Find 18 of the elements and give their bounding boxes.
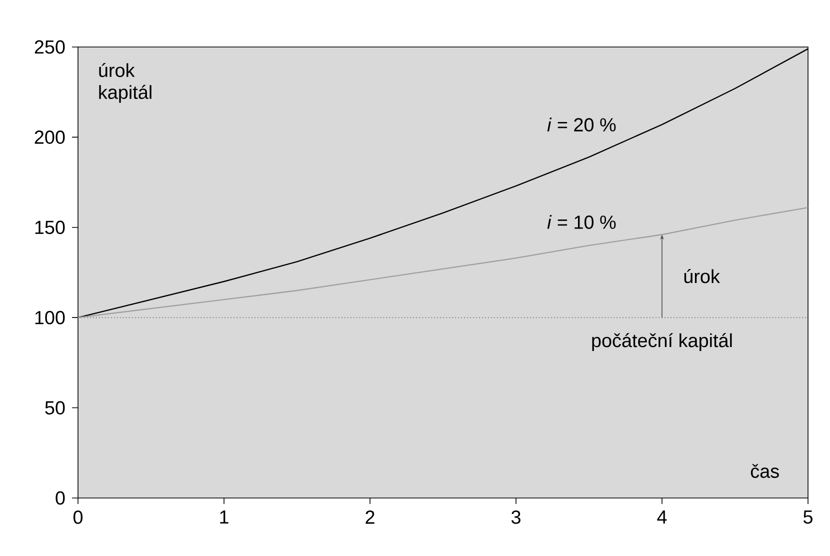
y-tick-label: 150 <box>35 220 65 234</box>
y-tick-label: 100 <box>35 310 65 324</box>
y-tick-label: 50 <box>45 401 65 414</box>
x-tick-label: 0 <box>73 510 83 524</box>
annotation: úrok <box>684 269 720 284</box>
x-tick-label: 1 <box>220 510 228 524</box>
x-tick-label: 3 <box>511 510 520 524</box>
ref-line-label: počáteční kapitál <box>592 333 732 351</box>
x-tick-label: 4 <box>657 510 667 524</box>
series-label: i = 20 % <box>547 118 616 132</box>
x-axis-title: čas <box>750 464 779 478</box>
y-tick-label: 200 <box>34 130 65 144</box>
x-tick-label: 5 <box>803 510 812 524</box>
x-tick-label: 2 <box>366 510 374 524</box>
y-tick-label: 0 <box>56 491 65 505</box>
y-tick-label: 250 <box>34 40 65 54</box>
y-axis-title: úrok kapitál <box>99 62 152 103</box>
series-label: i = 10 % <box>547 215 616 229</box>
